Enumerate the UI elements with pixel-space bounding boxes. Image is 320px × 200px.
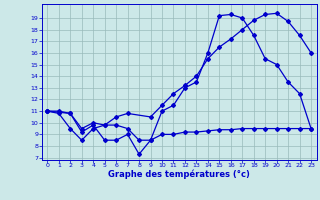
X-axis label: Graphe des températures (°c): Graphe des températures (°c) — [108, 170, 250, 179]
